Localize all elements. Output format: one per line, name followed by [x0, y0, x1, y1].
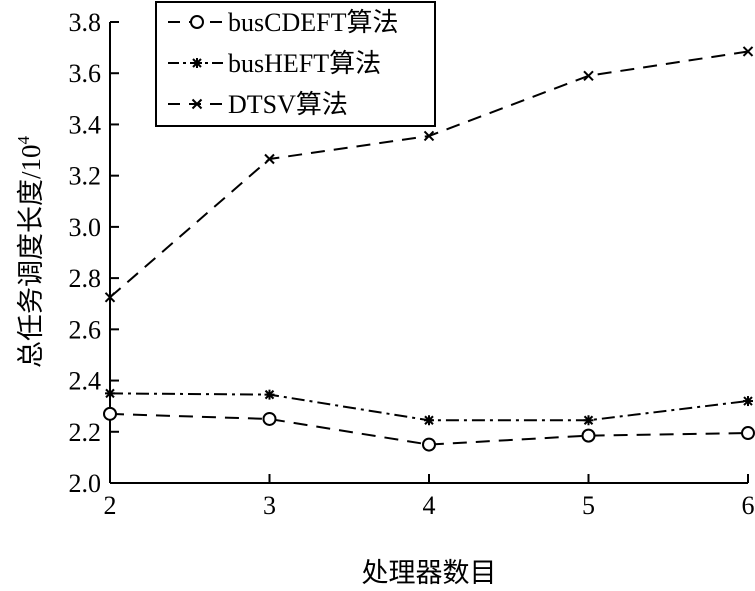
data-point-s2-3	[424, 415, 434, 426]
y-tick-label: 2.6	[69, 315, 102, 344]
data-point-s1-1	[103, 406, 117, 421]
y-tick-label: 3.6	[69, 59, 102, 88]
x-tick-label: 2	[104, 491, 117, 520]
y-axis-title-main: 总任务调度长度/10	[16, 144, 46, 368]
legend-marker	[191, 98, 203, 110]
data-point-s1-3	[422, 437, 436, 452]
data-point-s3-1	[104, 292, 116, 303]
legend-marker	[192, 58, 202, 68]
y-tick-label: 2.0	[69, 469, 102, 498]
data-point-s1-4	[581, 428, 596, 443]
data-point-s3-4	[583, 70, 594, 81]
x-tick-label: 5	[582, 491, 595, 520]
series-line-1	[109, 412, 749, 446]
data-point-s2-1	[105, 388, 115, 399]
data-point-s3-3	[423, 130, 435, 142]
series-markers	[103, 46, 755, 452]
legend-entry-3: DTSV算法	[168, 90, 348, 119]
legend-label: busCDEFT算法	[228, 8, 398, 37]
legend-label: DTSV算法	[228, 90, 348, 119]
y-tick-label: 3.8	[69, 8, 102, 37]
legend-entry-2: busHEFT算法	[168, 49, 381, 78]
y-tick-label: 3.2	[69, 162, 102, 191]
legend-entry-1: busCDEFT算法	[168, 8, 398, 37]
y-tick-label: 2.8	[69, 264, 102, 293]
x-tick-label: 3	[263, 491, 276, 520]
x-tick-label: 6	[742, 491, 755, 520]
y-tick-label: 2.2	[69, 418, 102, 447]
data-point-s1-2	[262, 411, 277, 426]
y-tick-label: 3.0	[69, 213, 102, 242]
data-point-s3-5	[742, 46, 754, 57]
y-tick-label: 2.4	[69, 367, 102, 396]
data-point-s2-5	[743, 396, 753, 407]
y-axis-title-group: 总任务调度长度/104	[14, 135, 46, 368]
y-axis-title-exponent: 4	[14, 135, 33, 144]
legend-marker	[190, 15, 204, 29]
data-point-s1-5	[741, 426, 755, 441]
legend: busCDEFT算法 busHEFT算法 DTSV算法	[155, 1, 436, 127]
ticks: 2.0 2.2 2.4 2.6 2.8 3.0 3.2 3.4 3.6 3.8 2 3 4 5 6	[69, 8, 755, 520]
legend-label: busHEFT算法	[228, 49, 381, 78]
data-point-s2-2	[264, 389, 275, 400]
x-axis-title: 处理器数目	[362, 558, 497, 588]
x-tick-label: 4	[423, 491, 436, 520]
y-axis-title: 总任务调度长度/104	[14, 135, 46, 368]
data-point-s3-2	[264, 153, 275, 165]
data-point-s2-4	[583, 415, 594, 426]
y-tick-label: 3.4	[69, 110, 102, 139]
